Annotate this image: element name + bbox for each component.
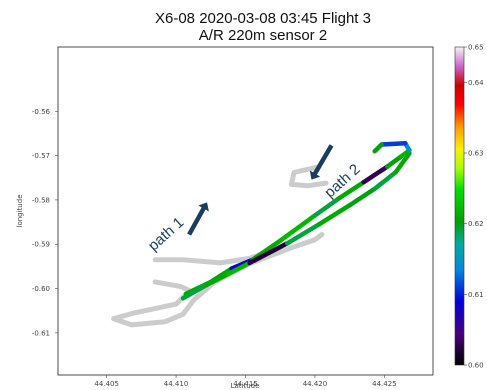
annotation-arrow-shaft <box>187 206 207 236</box>
colorbar-tick-label: 0.64 <box>468 79 484 87</box>
y-tick-label: -0.56 <box>32 108 51 116</box>
measurement-segment <box>277 213 318 243</box>
x-tick-label: 44.425 <box>372 380 397 388</box>
colorbar-tick-label: 0.60 <box>468 362 484 370</box>
plot-area <box>57 46 434 376</box>
x-tick-label: 44.410 <box>164 380 189 388</box>
colorbar-tick-label: 0.65 <box>468 44 484 52</box>
measurement-segment <box>372 170 398 192</box>
y-tick-label: -0.58 <box>32 196 50 204</box>
x-axis-ticks: 44.405 44.410 44.415 44.420 44.425 <box>94 375 397 388</box>
measurement-segment <box>361 164 390 185</box>
y-tick-label: -0.61 <box>32 329 50 337</box>
x-axis-label: Latitude <box>231 382 260 390</box>
measurement-segment <box>284 222 322 246</box>
measurement-segment <box>372 142 384 154</box>
annotation-arrow-head <box>309 170 321 180</box>
x-tick-label: 44.415 <box>233 380 258 388</box>
annotation-arrow-head <box>198 202 209 212</box>
colorbar-tick-label: 0.62 <box>468 220 484 228</box>
measurement-segment <box>316 202 352 227</box>
colorbar-tick-label: 0.63 <box>468 150 484 158</box>
measurement-segment <box>204 272 230 288</box>
measurement-segment <box>393 151 412 175</box>
plot-layer <box>111 140 412 328</box>
track-line <box>288 164 329 189</box>
measurement-segment <box>247 241 290 266</box>
colorbar-tick-label: 0.61 <box>468 291 484 299</box>
chart-title-line2: A/R 220m sensor 2 <box>199 27 327 44</box>
measurement-segment <box>225 260 252 277</box>
measurement-segment <box>384 154 404 169</box>
colorbar <box>454 46 465 366</box>
measurement-segment <box>180 282 209 301</box>
chart-title-line1: X6-08 2020-03-08 03:45 Flight 3 <box>155 10 371 27</box>
measurement-segment <box>337 179 366 200</box>
x-tick-label: 44.405 <box>94 380 119 388</box>
y-tick-label: -0.59 <box>32 241 50 249</box>
measurement-segment <box>379 140 408 147</box>
annotation-arrow-shaft <box>312 144 334 176</box>
y-axis-label: longitude <box>16 195 24 228</box>
y-tick-label: -0.60 <box>32 285 50 293</box>
x-tick-label: 44.420 <box>303 380 328 388</box>
colorbar-ticks: 0.60 0.61 0.62 0.63 0.64 0.65 <box>464 44 484 370</box>
y-tick-label: -0.57 <box>32 152 50 160</box>
y-axis-ticks: -0.56 -0.57 -0.58 -0.59 -0.60 -0.61 <box>32 108 58 337</box>
measurement-segment <box>347 186 377 208</box>
measurement-segment <box>312 195 343 218</box>
